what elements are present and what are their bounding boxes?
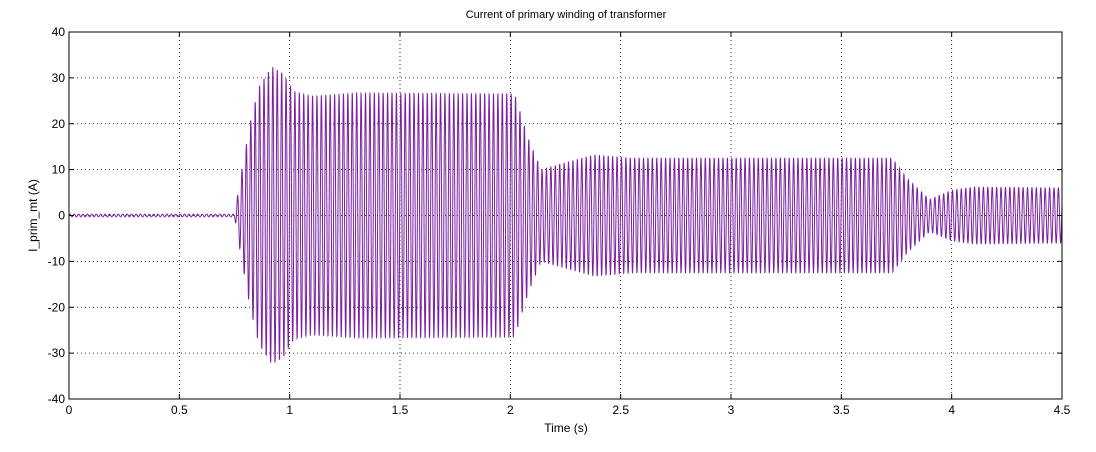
x-tick-label: 2 [507,403,514,417]
y-tick-label: 40 [52,25,66,39]
y-tick-label: 30 [52,71,66,85]
y-tick-labels: 40 30 20 10 0 -10 -20 -30 -40 [48,25,66,406]
signal-layer [68,67,1063,363]
y-tick-label: -20 [48,300,66,314]
x-tick-label: 1.5 [392,403,409,417]
x-tick-label: 0 [66,403,73,417]
y-axis-title: I_prim_mt (A) [26,179,40,252]
x-tick-label: 0.5 [171,403,188,417]
x-axis-title: Time (s) [544,421,588,435]
x-tick-label: 2.5 [612,403,629,417]
x-tick-labels: 0 0.5 1 1.5 2 2.5 3 3.5 4 4.5 [66,403,1071,417]
y-tick-label: -10 [48,254,66,268]
x-tick-label: 4.5 [1054,403,1071,417]
x-tick-label: 4 [948,403,955,417]
y-tick-label: -40 [48,392,66,406]
chart-title: Current of primary winding of transforme… [466,9,667,21]
y-tick-label: 20 [52,117,66,131]
x-tick-label: 3 [728,403,735,417]
y-tick-label: 0 [58,209,65,223]
y-tick-label: -30 [48,346,66,360]
ticks [68,31,1063,400]
x-tick-label: 1 [286,403,293,417]
y-tick-label: 10 [52,163,66,177]
x-tick-label: 3.5 [833,403,850,417]
series-line [68,67,1063,363]
